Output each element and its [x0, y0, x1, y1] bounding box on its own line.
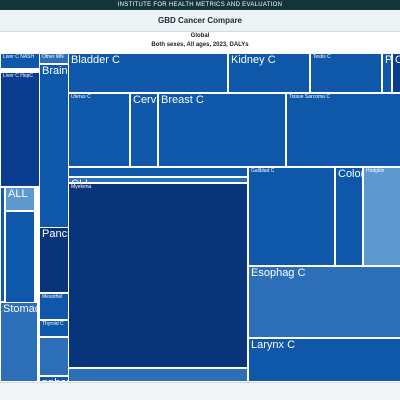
treemap-cell-mesothel[interactable]: Mesothel: [39, 293, 69, 320]
org-banner: INSTITUTE FOR HEALTH METRICS AND EVALUAT…: [0, 0, 400, 10]
treemap-cell-uterus-c[interactable]: Uterus C: [68, 93, 130, 167]
treemap-cell-liver-c-hepc[interactable]: Liver C HepC: [0, 72, 40, 187]
treemap-cell-other-mn[interactable]: Other MN: [39, 53, 69, 64]
treemap-cell-kidney-c[interactable]: Kidney C: [228, 53, 310, 93]
treemap-cell-label: Ovary C: [395, 54, 400, 67]
chart-subtitle: Both sexes, All ages, 2023, DALYs: [151, 42, 249, 48]
treemap-cell-p[interactable]: P: [382, 53, 392, 93]
treemap-cell-label: Lung C: [3, 188, 4, 201]
treemap-cell-tissue-sarcoma-c[interactable]: Tissue Sarcoma C: [286, 93, 400, 167]
treemap-cell-label: Breast C: [161, 94, 204, 106]
treemap-cell-label: P: [385, 54, 392, 66]
treemap-cell-label: ALL: [8, 188, 28, 200]
treemap-cell-gallblad-c[interactable]: Gallblad C: [248, 167, 335, 266]
treemap-cell-label: Bladder C: [71, 54, 120, 66]
treemap-cell-brain-c[interactable]: Brain C: [39, 64, 69, 230]
treemap-cell-label: Mesothel: [42, 294, 63, 300]
treemap-cell-label: Esophag C: [251, 267, 306, 279]
treemap-cell-label: Cervix C: [133, 94, 157, 106]
treemap-cell-label: CLL: [71, 178, 91, 182]
treemap-cell-colored[interactable]: Colored: [335, 167, 363, 266]
treemap-cell-testis-c[interactable]: Testis C: [310, 53, 382, 93]
treemap-cell-label: Thyroid C: [42, 321, 64, 327]
treemap-cell-hodgkin[interactable]: Hodgkin: [363, 167, 400, 266]
location-label: Global: [190, 33, 210, 39]
treemap-cell-lung-c[interactable]: Lung C: [0, 187, 5, 302]
treemap-cell-label: Stomach C: [3, 303, 37, 315]
treemap-cell-label: Other MN: [42, 54, 64, 60]
treemap-cell-label: Tissue Sarcoma C: [289, 94, 330, 100]
treemap-cell-thyroid-c[interactable]: Thyroid C: [39, 320, 69, 337]
treemap-cell-liver-c-nash[interactable]: Liver C NASH: [0, 53, 40, 69]
treemap-cell-label: nphoma: [42, 377, 68, 381]
treemap-cell-esophag-c[interactable]: Esophag C: [248, 266, 400, 338]
treemap-cell-label: Colored: [338, 168, 362, 180]
treemap-cell-bladder-c[interactable]: Bladder C: [68, 53, 228, 93]
treemap-cell-label: Gallblad C: [251, 168, 275, 174]
treemap-cell-label: Liver C HepC: [3, 73, 34, 79]
treemap-cell-unlabeled-27[interactable]: [39, 337, 69, 376]
treemap-cell-larynx-c[interactable]: Larynx C: [248, 338, 400, 382]
treemap-cell-cervix-c[interactable]: Cervix C: [130, 93, 158, 167]
treemap-cell-ovary-c[interactable]: Ovary C: [392, 53, 400, 93]
treemap-cell-pancreas-c[interactable]: Pancreas C: [39, 227, 69, 293]
treemap-cell-label: Uterus C: [71, 94, 91, 100]
treemap-cell-label: Larynx C: [251, 339, 296, 351]
treemap-cell-stomach-c[interactable]: Stomach C: [0, 302, 38, 382]
treemap-cell-unlabeled-14[interactable]: [68, 167, 248, 177]
treemap-cell-label: Pancreas C: [42, 228, 68, 240]
treemap-cell-unlabeled-17[interactable]: [5, 211, 35, 303]
treemap-cell-label: Liver C NASH: [3, 54, 35, 60]
treemap-cell-unlabeled-32[interactable]: [68, 368, 248, 382]
treemap-cell-label: Kidney C: [231, 54, 276, 66]
treemap-cell-all[interactable]: ALL: [5, 187, 35, 211]
treemap-cell-label: Myeloma: [71, 184, 92, 190]
treemap-cell-label: Testis C: [313, 54, 331, 60]
treemap-cell-breast-c[interactable]: Breast C: [158, 93, 286, 167]
treemap-cell-cll[interactable]: CLL: [68, 177, 248, 183]
treemap-cell-label: Brain C: [42, 65, 68, 77]
bottom-toolbar: [0, 382, 400, 400]
treemap-cell-label: Hodgkin: [366, 168, 385, 174]
app-title: GBD Cancer Compare: [0, 10, 400, 32]
treemap-cell-myeloma[interactable]: Myeloma: [68, 183, 248, 368]
